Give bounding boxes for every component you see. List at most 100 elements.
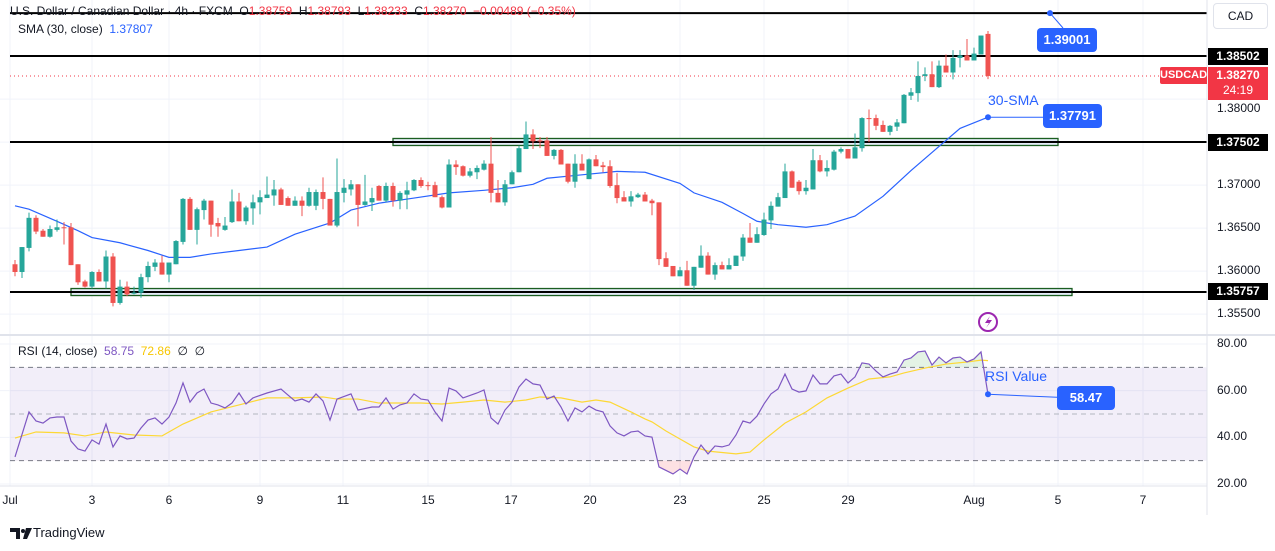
candle-body <box>194 209 200 230</box>
candle <box>824 160 830 177</box>
candle-body <box>320 192 326 199</box>
candle-body <box>411 179 417 191</box>
candles <box>12 30 991 307</box>
candle-body <box>691 266 697 286</box>
candle-body <box>180 198 186 242</box>
candle-body <box>208 200 214 225</box>
candle <box>404 181 410 210</box>
candle-body <box>68 227 74 266</box>
time-tick: 11 <box>336 493 350 507</box>
candle-body <box>341 187 347 193</box>
candle <box>656 202 662 266</box>
candle-body <box>215 222 221 227</box>
candle <box>117 279 123 305</box>
candle <box>54 219 60 232</box>
candle <box>19 247 25 279</box>
sma-annotation-text[interactable]: 30-SMA <box>988 92 1039 108</box>
candle <box>964 38 970 61</box>
candle <box>488 136 494 203</box>
candle <box>222 216 228 231</box>
time-tick: Jul <box>2 493 18 507</box>
candle-body <box>481 163 487 170</box>
candle <box>187 197 193 230</box>
last-price-value: 1.38270 <box>1216 68 1260 82</box>
candle-body <box>831 151 837 170</box>
currency-button[interactable]: CAD <box>1213 3 1268 29</box>
candle <box>369 187 375 211</box>
sma-legend[interactable]: SMA (30, close) 1.37807 <box>18 22 153 36</box>
candle-body <box>502 184 508 203</box>
candle <box>810 149 816 190</box>
candle <box>663 252 669 267</box>
candle-body <box>866 118 872 120</box>
candle-body <box>943 65 949 73</box>
time-tick: 3 <box>88 493 96 507</box>
candle-body <box>838 149 844 152</box>
candle <box>901 94 907 124</box>
candle-body <box>264 194 270 199</box>
candle-body <box>229 201 235 223</box>
candle <box>243 205 249 225</box>
rsi-tick: 40.00 <box>1217 429 1248 444</box>
candle-body <box>54 227 60 230</box>
candle-body <box>404 190 410 195</box>
candle-body <box>299 200 305 206</box>
rsi-tick: 80.00 <box>1217 336 1248 350</box>
candle <box>208 200 214 237</box>
candle-body <box>278 189 284 205</box>
candle-body <box>166 262 172 275</box>
candle <box>803 179 809 195</box>
candle <box>124 281 130 297</box>
candle-body <box>334 192 340 226</box>
candle-body <box>432 185 438 198</box>
candle-body <box>33 217 39 232</box>
candle-body <box>250 202 256 209</box>
sma-line <box>14 116 989 258</box>
price-tick: 1.37000 <box>1217 177 1261 192</box>
lightning-icon[interactable] <box>978 312 998 332</box>
candle <box>572 154 578 188</box>
annotation-lines[interactable] <box>985 10 1064 398</box>
candle-body <box>894 122 900 127</box>
candle-body <box>376 186 382 201</box>
candle-body <box>600 165 606 168</box>
candle-body <box>775 197 781 207</box>
candle <box>341 179 347 203</box>
horizontal-levels[interactable] <box>10 12 1207 294</box>
candle-body <box>467 171 473 176</box>
candle-body <box>782 171 788 199</box>
candle <box>565 163 571 184</box>
sma-callout[interactable]: 1.37791 <box>1043 104 1102 128</box>
rsi-annotation-text[interactable]: RSI Value <box>985 368 1047 384</box>
rsi-ma-legend-value: 72.86 <box>140 344 171 358</box>
level-callout-1-39001[interactable]: 1.39001 <box>1037 28 1097 52</box>
time-tick: 23 <box>673 493 687 507</box>
candle-body <box>138 277 144 293</box>
candle <box>614 173 620 204</box>
low-value: 1.38233 <box>364 4 408 18</box>
candle <box>509 170 515 185</box>
rsi-callout[interactable]: 58.47 <box>1057 386 1115 410</box>
candle-body <box>558 149 564 165</box>
candle-body <box>390 186 396 201</box>
candle-body <box>572 163 578 182</box>
rsi-legend-empty-2: ∅ <box>194 344 206 358</box>
candle-body <box>936 65 942 88</box>
candle-body <box>901 94 907 124</box>
candle <box>481 160 487 171</box>
rsi-legend[interactable]: RSI (14, close) 58.75 72.86 ∅ ∅ <box>18 344 205 358</box>
candle <box>474 165 480 180</box>
price-tick: 1.38000 <box>1217 101 1261 115</box>
candle-body <box>453 164 459 168</box>
candle <box>950 50 956 80</box>
candle <box>285 196 291 206</box>
sma-legend-label: SMA (30, close) <box>18 22 103 36</box>
candle-body <box>26 217 32 248</box>
candle-body <box>656 202 662 260</box>
symbol-title[interactable]: U.S. Dollar / Canadian Dollar · 4h · FXC… <box>10 4 233 18</box>
candle <box>103 250 109 289</box>
candle <box>180 198 186 245</box>
candle-body <box>810 160 816 190</box>
candle-body <box>103 256 109 282</box>
